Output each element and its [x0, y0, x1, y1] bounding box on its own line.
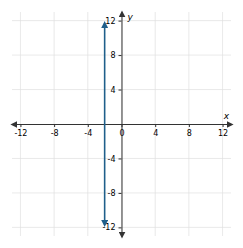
y-axis-label: y	[127, 12, 134, 22]
x-tick-mark	[223, 124, 224, 127]
x-tick-label: 4	[153, 129, 158, 138]
x-tick-mark	[155, 124, 156, 127]
y-tick-mark	[119, 21, 122, 22]
y-tick: -4	[108, 155, 122, 164]
y-tick-label: 12	[105, 17, 115, 26]
x-tick-label: -12	[14, 129, 27, 138]
x-tick-mark	[54, 124, 55, 127]
chart: -12-8-404812-12-8-44812xy	[0, 0, 243, 248]
y-axis: -12-8-44812	[102, 13, 122, 237]
y-tick: -8	[108, 189, 122, 198]
x-tick: 12	[218, 124, 228, 138]
x-tick-mark	[20, 124, 21, 127]
y-tick-label: -8	[108, 189, 116, 198]
y-tick-mark	[119, 90, 122, 91]
y-tick: 4	[110, 86, 121, 95]
x-tick: -8	[51, 124, 59, 138]
y-tick-label: 8	[110, 51, 115, 60]
y-axis-line	[122, 13, 123, 237]
y-tick-label: 4	[110, 86, 115, 95]
y-tick-mark	[119, 193, 122, 194]
x-tick-label: 12	[218, 129, 228, 138]
x-tick-label: -4	[84, 129, 92, 138]
x-tick-mark	[88, 124, 89, 127]
y-tick-mark	[119, 158, 122, 159]
grid	[12, 12, 231, 236]
y-tick: 12	[105, 17, 121, 26]
plot-area	[104, 23, 105, 225]
x-tick-label: -8	[51, 129, 59, 138]
y-tick-mark	[119, 55, 122, 56]
x-tick: -4	[84, 124, 92, 138]
x-tick-mark	[189, 124, 190, 127]
x-tick-label: 8	[187, 129, 192, 138]
y-tick: 8	[110, 51, 121, 60]
x-tick: 4	[153, 124, 158, 138]
x-axis-label: x	[223, 111, 230, 121]
x-tick: -12	[14, 124, 27, 138]
x-tick: 8	[187, 124, 192, 138]
series-line	[104, 23, 106, 225]
y-tick-mark	[119, 227, 122, 228]
y-tick-label: -4	[108, 155, 116, 164]
